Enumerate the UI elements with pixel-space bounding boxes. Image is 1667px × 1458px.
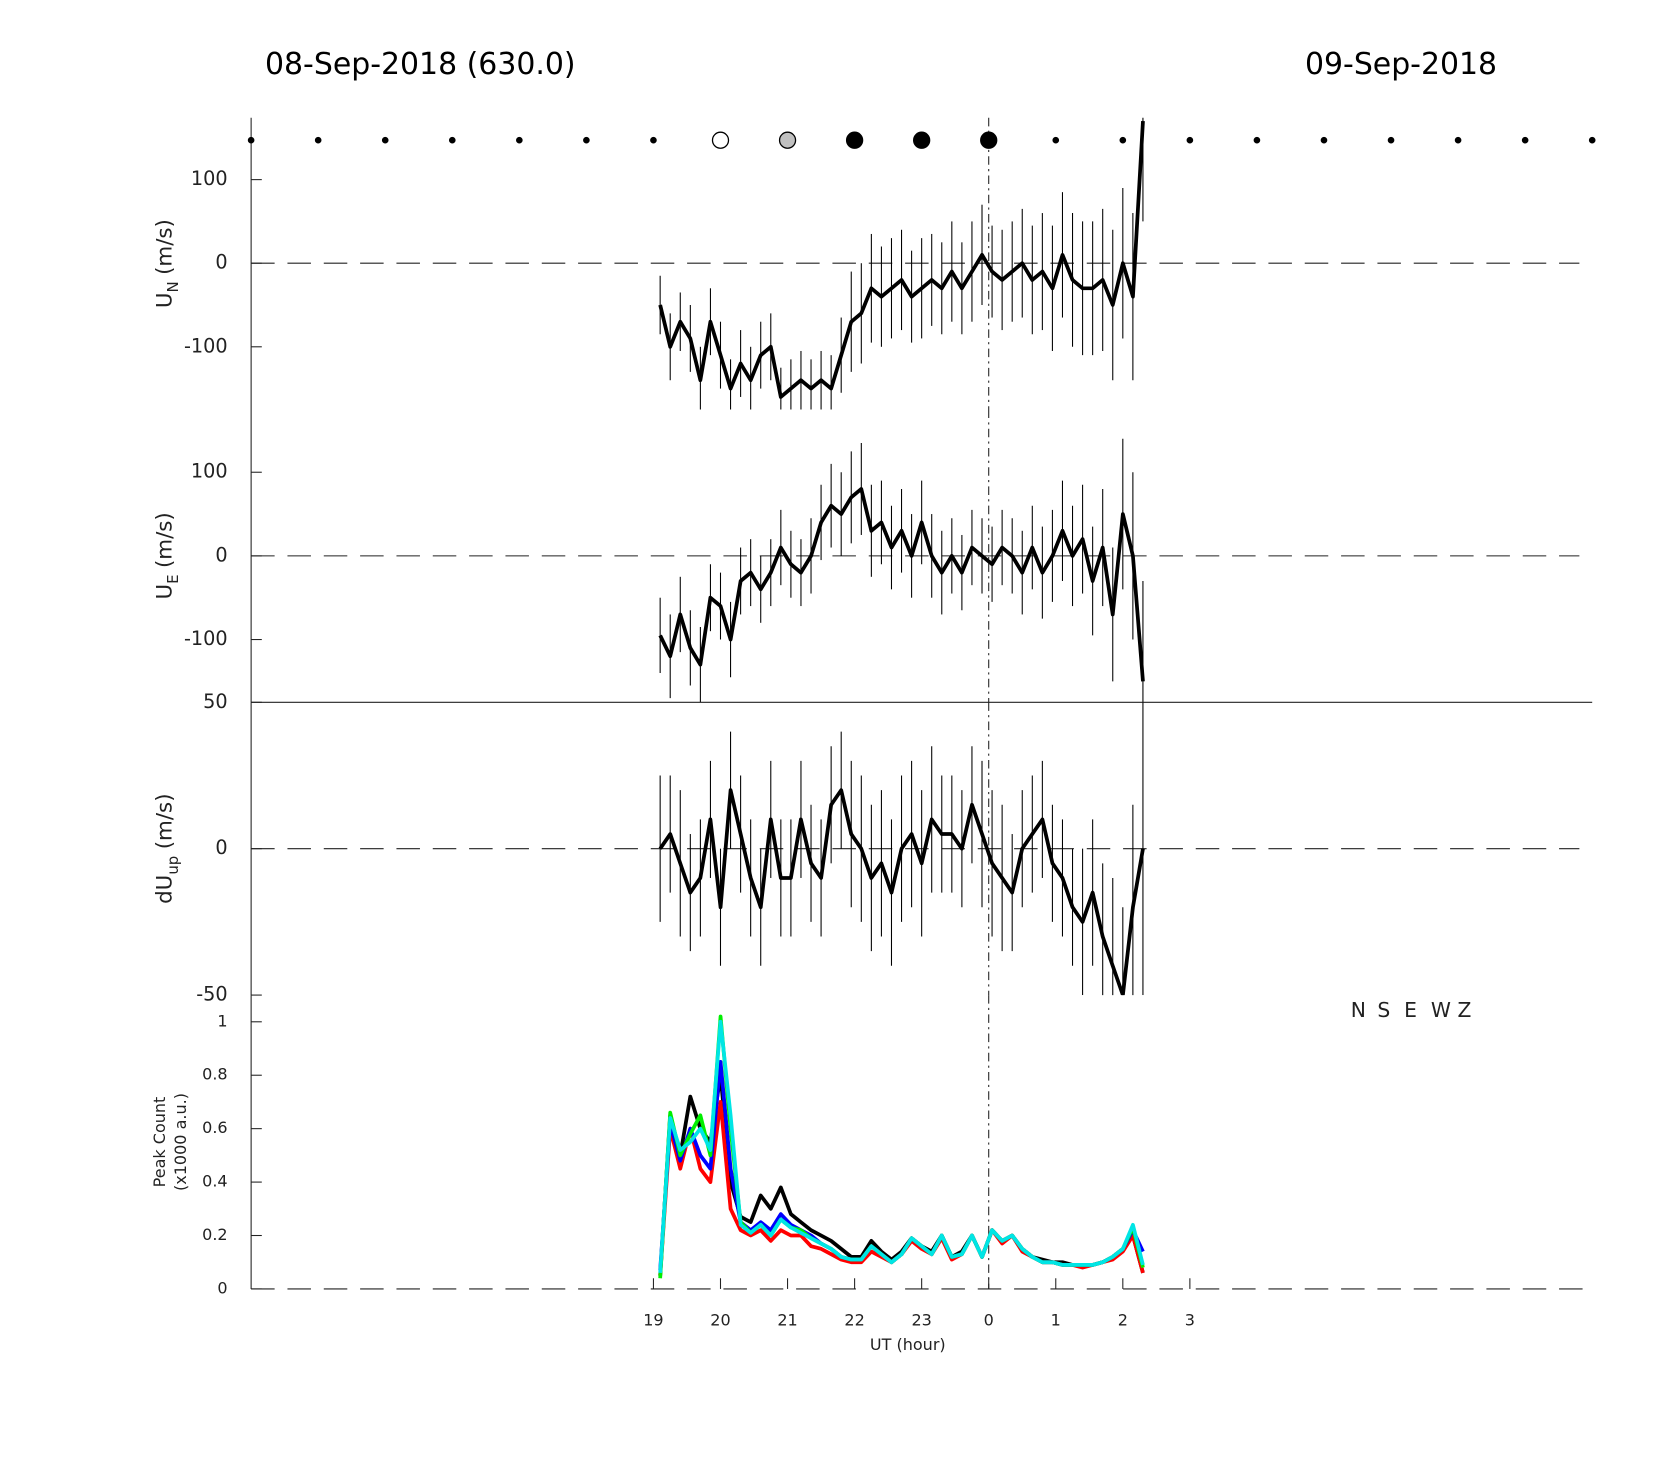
y-tick-label: 50 [203,690,227,713]
sky-marker [1387,136,1395,144]
y-axis-label: UE (m/s) [153,512,182,599]
data-line [658,120,1145,399]
legend-entry: S [1377,998,1390,1022]
y-label-part: (m/s) [153,512,178,568]
data-line [658,487,1145,682]
y-tick-label: 0.6 [202,1118,227,1137]
y-label-part: (m/s) [153,793,178,849]
legend-entry: E [1404,998,1417,1022]
y-axis-label: dUup (m/s) [153,793,182,903]
sky-marker [1186,136,1194,144]
sky-marker [1454,136,1462,144]
data-line [658,788,1145,996]
y-label-part: E [164,574,182,583]
y-tick-label: 0 [215,836,227,859]
sky-marker [1320,136,1328,144]
x-tick-label: 22 [844,1310,864,1329]
x-tick-label: 20 [710,1310,730,1329]
plot-area [658,1014,1145,1279]
y-axis-label: Peak Count [150,1097,169,1188]
y-tick-label: 100 [191,167,228,190]
sky-marker [1119,136,1127,144]
legend-entry: W [1431,998,1451,1022]
sky-marker [711,131,730,149]
x-tick-label: 23 [911,1310,931,1329]
y-tick-label: 0 [215,251,227,274]
plot-area [658,117,1145,410]
legend-entry: Z [1458,998,1472,1022]
y-label-part: U [153,584,178,600]
sky-marker [778,131,797,149]
title-right: 09-Sep-2018 [1305,47,1497,82]
y-tick-label: -100 [184,627,228,650]
sky-marker [1052,136,1060,144]
y-label-part: up [164,856,182,875]
x-tick-label: 0 [984,1310,994,1329]
sky-marker [314,136,322,144]
data-line [658,1059,1145,1271]
y-tick-label: 0.4 [202,1172,227,1191]
sky-marker [650,136,657,144]
y-tick-label: 0 [215,543,227,566]
sky-marker [1253,136,1261,144]
sky-marker [1588,136,1596,144]
y-axis-label: (x1000 a.u.) [171,1093,190,1191]
y-label-part: dU [153,875,178,904]
sky-marker [913,131,931,149]
y-axis-label: UN (m/s) [153,219,182,308]
y-tick-label: 100 [191,460,228,483]
y-tick-label: 0.8 [202,1065,227,1084]
y-tick-label: 1 [217,1011,227,1030]
sky-marker [247,136,255,144]
sky-marker [845,131,864,149]
plot-area [658,438,1145,703]
title-left: 08-Sep-2018 (630.0) [265,47,576,82]
y-tick-label: -100 [184,334,228,357]
sky-marker [583,136,590,144]
x-tick-label: 2 [1118,1310,1128,1329]
x-tick-label: 3 [1185,1310,1195,1329]
sky-marker [448,136,456,144]
sky-marker [516,136,523,144]
x-tick-label: 19 [643,1310,663,1329]
sky-marker [381,136,389,144]
sky-marker [980,131,998,149]
x-tick-label: 21 [777,1310,797,1329]
y-label-part: U [153,293,178,309]
x-axis-label: UT (hour) [870,1335,946,1354]
y-label-part: (m/s) [153,219,178,275]
legend-entry: N [1351,998,1366,1022]
y-tick-label: 0 [217,1278,227,1297]
plot-area [658,702,1145,996]
y-tick-label: 0.2 [202,1225,227,1244]
sky-marker [1521,136,1529,144]
x-tick-label: 1 [1051,1310,1061,1329]
data-line [658,1019,1145,1274]
y-tick-label: -50 [196,983,227,1006]
y-label-part: N [164,281,182,292]
